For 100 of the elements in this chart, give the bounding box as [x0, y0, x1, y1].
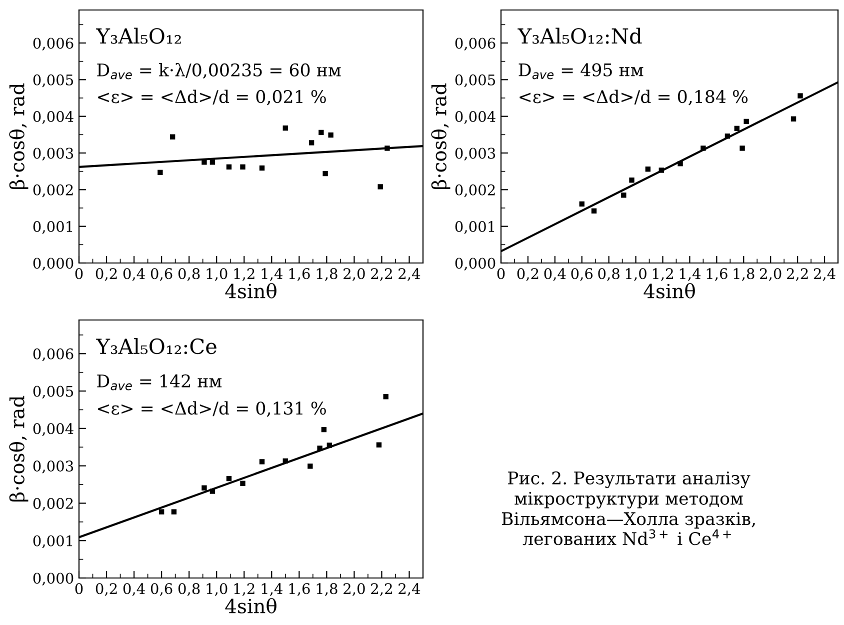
x-tick-label: 0,4: [544, 268, 566, 281]
y-tick-label: 0,002: [33, 184, 73, 198]
x-tick-label: 1,6: [289, 268, 310, 281]
point: [621, 192, 626, 198]
x-tick-label: 1,2: [652, 268, 673, 281]
x-tick-label: 1,0: [206, 268, 228, 281]
y-tick-label: 0,004: [33, 111, 74, 124]
y-tick-label: 0,000: [33, 258, 74, 271]
point: [282, 125, 288, 131]
point: [240, 164, 246, 170]
y-tick-label: 0,002: [455, 184, 495, 198]
x-tick-label: 2,0: [760, 268, 782, 281]
x-tick-label: 0,8: [598, 268, 620, 281]
point: [282, 458, 288, 464]
y-tick-label: 0,002: [33, 498, 73, 511]
x-tick-label: 0,2: [96, 268, 117, 281]
point: [740, 146, 745, 151]
point: [226, 164, 232, 170]
point: [700, 146, 706, 151]
x-tick-label: 0,6: [571, 268, 593, 281]
x-tick-label: 0,6: [150, 268, 172, 281]
point: [378, 184, 383, 190]
x-tick-label: 1,4: [262, 268, 283, 281]
y-tick-label: 0,005: [33, 74, 74, 88]
y-tick-label: 0,003: [455, 148, 496, 161]
annotation: D$_{ave}$ = k·λ/0,00235 = 60 нм: [97, 62, 341, 80]
x-tick-label: 2,0: [344, 268, 365, 281]
point: [170, 134, 176, 140]
y-tick-label: 0,006: [33, 38, 74, 51]
annotation: <ε> = <Δd>/d = 0,131 %: [98, 401, 326, 417]
annotation: D$_{ave}$ = 495 нм: [518, 63, 644, 80]
x-tick-label: 0: [75, 583, 83, 594]
y-tick-label: 0,005: [33, 386, 74, 399]
x-tick-label: 0,2: [96, 583, 117, 596]
y-tick-label: 0,001: [33, 221, 72, 234]
y-axis-title: β·cosθ, rad: [9, 83, 28, 189]
x-tick-label: 0,8: [178, 583, 200, 596]
point: [376, 442, 382, 448]
x-tick-label: 1,4: [262, 583, 283, 596]
y-tick-label: 0,004: [33, 423, 74, 436]
point: [226, 476, 232, 482]
x-axis-title: 4sinθ: [225, 283, 276, 298]
point: [322, 170, 328, 176]
x-tick-label: 1,2: [234, 268, 254, 281]
point: [724, 134, 730, 139]
y-tick-label: 0,005: [455, 74, 496, 88]
point: [210, 488, 216, 494]
point: [202, 485, 207, 490]
point: [308, 140, 314, 146]
x-tick-label: 1,6: [706, 268, 728, 281]
point: [259, 459, 265, 464]
point: [629, 178, 634, 183]
point: [171, 509, 177, 514]
y-axis-title: β·cosθ, rad: [431, 83, 450, 189]
x-tick-label: 2,4: [398, 268, 420, 281]
y-tick-label: 0,001: [33, 535, 72, 548]
y-tick-label: 0,006: [33, 348, 74, 362]
point: [326, 442, 332, 448]
x-tick-label: 2,2: [786, 268, 808, 281]
y-axis-title: β·cosθ, rad: [9, 396, 28, 502]
x-tick-label: 1,0: [626, 268, 646, 281]
y-tick-label: 0,003: [33, 148, 74, 161]
x-tick-label: 1,4: [680, 268, 701, 281]
point: [328, 132, 334, 138]
x-tick-label: 2,0: [344, 583, 365, 596]
x-tick-label: 0,8: [178, 268, 200, 281]
text: Y₃Al₅O₁₂:Ce: [96, 338, 216, 354]
point: [591, 208, 597, 214]
x-tick-label: 1,0: [206, 583, 228, 596]
point: [645, 166, 651, 172]
x-tick-label: 2,4: [398, 583, 420, 596]
x-tick-label: 0,4: [123, 268, 145, 281]
point: [744, 118, 749, 124]
point: [158, 509, 164, 514]
y-tick-label: 0,004: [455, 111, 496, 124]
point: [579, 201, 584, 207]
x-axis-title: 4sinθ: [644, 283, 695, 298]
text: Рис. 2. Результати аналізу мікроструктури методом Вільямсона—Холла зразків, легованих Nd$^{3+}$ і Ce$^{4+}$: [502, 471, 755, 546]
point: [678, 161, 683, 166]
annotation: <ε> = <Δd>/d = 0,021 %: [98, 90, 326, 106]
x-tick-label: 1,2: [234, 583, 254, 596]
y-tick-label: 0,003: [33, 460, 74, 474]
point: [308, 464, 313, 469]
x-tick-label: 1,8: [316, 583, 338, 596]
x-tick-label: 2,4: [814, 268, 836, 281]
point: [384, 146, 390, 151]
point: [321, 426, 327, 432]
point: [658, 168, 664, 173]
y-tick-label: 0,000: [33, 572, 74, 586]
point: [798, 93, 803, 98]
point: [210, 160, 216, 165]
x-tick-label: 0,6: [150, 583, 172, 596]
x-tick-label: 0: [497, 268, 505, 280]
annotation: D$_{ave}$ = 142 нм: [97, 374, 222, 390]
y-tick-label: 0,000: [455, 258, 496, 271]
x-tick-label: 1,8: [734, 268, 754, 281]
x-tick-label: 2,2: [371, 583, 392, 596]
point: [240, 480, 246, 486]
x-tick-label: 1,6: [289, 583, 310, 596]
point: [259, 165, 265, 171]
